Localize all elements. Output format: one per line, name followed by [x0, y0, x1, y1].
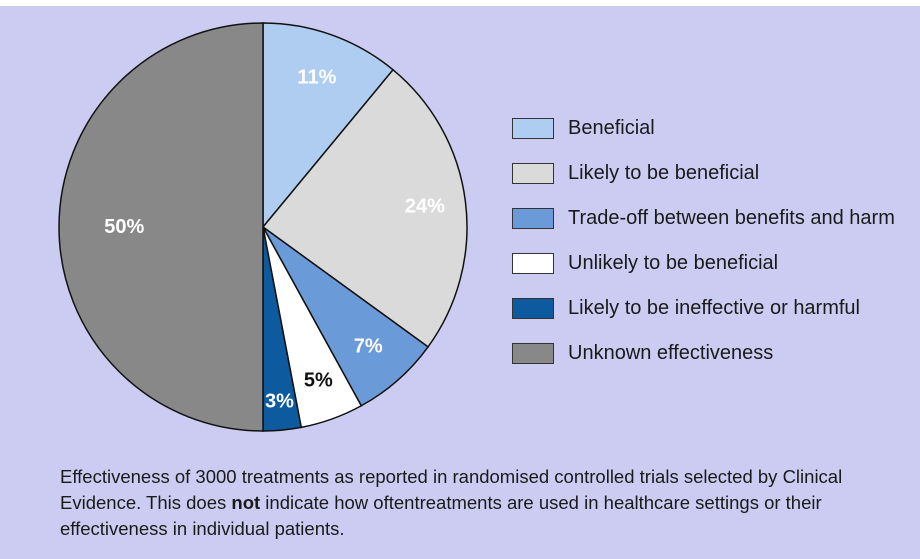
legend-item-beneficial: Beneficial	[512, 106, 895, 151]
legend-item-unlikely-to-be-beneficial: Unlikely to be beneficial	[512, 241, 895, 286]
pie-slice-unknown-effectiveness	[58, 22, 264, 432]
legend-label: Likely to be beneficial	[568, 162, 760, 184]
legend-label: Unknown effectiveness	[568, 342, 774, 364]
legend-item-likely-to-be-beneficial: Likely to be beneficial	[512, 151, 895, 196]
caption-text-2: indicate how oftentreatments are used in…	[60, 492, 822, 539]
legend-label: Beneficial	[568, 117, 655, 139]
pie-label-beneficial: 11%	[297, 66, 336, 88]
chart-legend: Beneficial Likely to be beneficial Trade-o…	[512, 106, 895, 376]
pie-label-unlikely-to-be-beneficial: 5%	[304, 370, 333, 392]
caption-emphasis: not	[231, 492, 261, 513]
pie-slice-likely-to-be-beneficial	[261, 68, 468, 348]
legend-swatch	[512, 163, 554, 184]
legend-item-likely-to-be-ineffective-or-harmful: Likely to be ineffective or harmful	[512, 286, 895, 331]
legend-swatch	[512, 208, 554, 229]
legend-label: Trade-off between benefits and harm	[568, 207, 895, 229]
legend-label: Unlikely to be beneficial	[568, 252, 779, 274]
legend-label: Likely to be ineffective or harmful	[568, 297, 861, 319]
legend-swatch	[512, 253, 554, 274]
legend-item-trade-off-between-benefits-and-harm: Trade-off between benefits and harm	[512, 196, 895, 241]
pie-label-likely-to-be-ineffective-or-harmful: 3%	[265, 391, 294, 413]
caption-text-1: Effectiveness of 3000 treatments as repo…	[60, 466, 843, 513]
pie-label-trade-off-between-benefits-and-harm: 7%	[354, 335, 383, 357]
pie-chart: 11% 24% 7% 5% 3% 50%	[58, 22, 468, 432]
legend-swatch	[512, 343, 554, 364]
legend-swatch	[512, 298, 554, 319]
legend-swatch	[512, 118, 554, 139]
chart-caption: Effectiveness of 3000 treatments as repo…	[60, 464, 910, 542]
pie-slice-beneficial	[262, 22, 395, 230]
pie-label-likely-to-be-beneficial: 24%	[405, 196, 445, 218]
chart-panel: 11% 24% 7% 5% 3% 50% Beneficial Likely to be b…	[0, 6, 920, 559]
pie-label-unknown-effectiveness: 50%	[104, 216, 144, 238]
legend-item-unknown-effectiveness: Unknown effectiveness	[512, 331, 895, 376]
